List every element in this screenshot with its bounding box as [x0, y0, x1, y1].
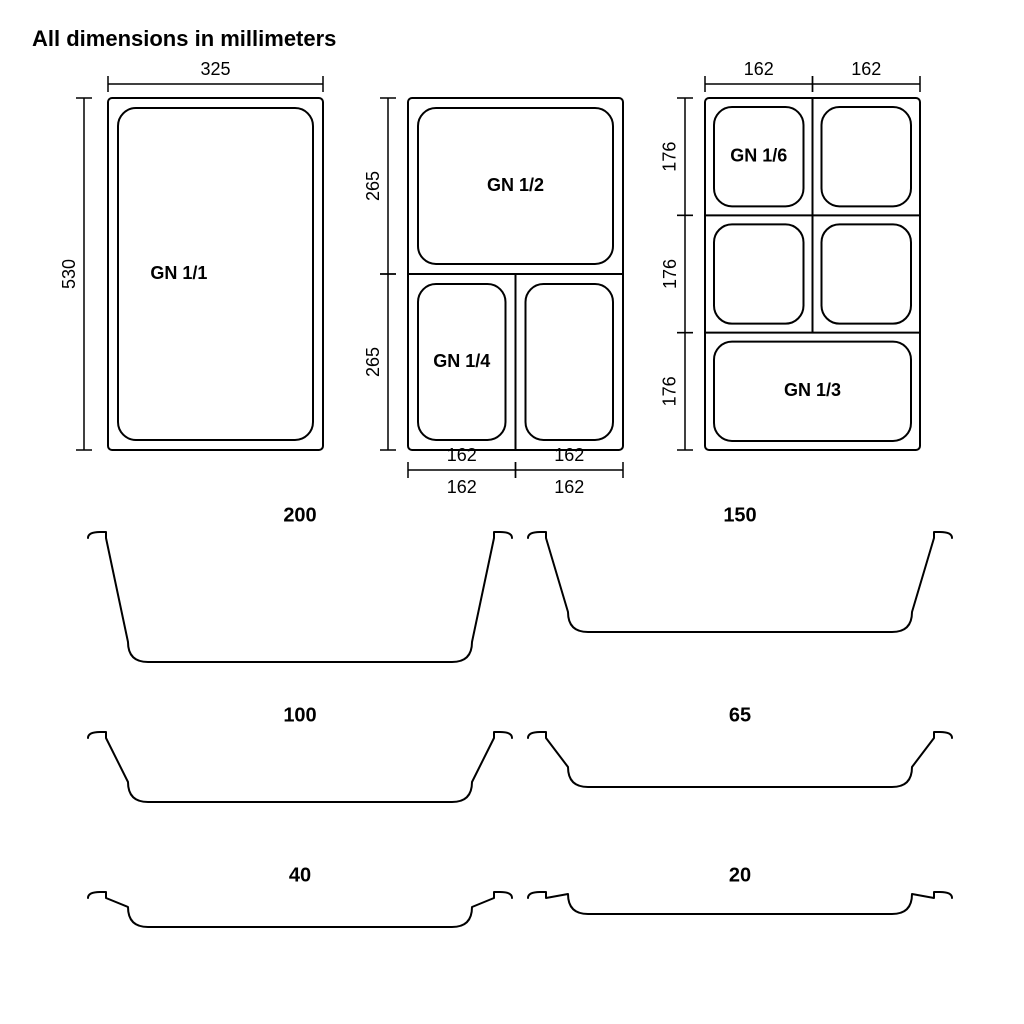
dim-label: 162	[447, 445, 477, 465]
dim-label: 325	[200, 62, 230, 79]
dim-label: 162	[447, 477, 477, 497]
gn12-label: GN 1/2	[487, 175, 544, 195]
pan-profile	[528, 892, 952, 914]
pan-profile	[528, 732, 952, 787]
dim-label: 265	[363, 347, 383, 377]
dim-label: 176	[660, 259, 680, 289]
gn14-label: GN 1/4	[433, 351, 490, 371]
dim-label: 162	[554, 445, 584, 465]
depth-label: 100	[283, 704, 316, 726]
depth-label: 20	[729, 864, 751, 886]
depth-label: 150	[723, 504, 756, 526]
depth-label: 65	[729, 704, 751, 726]
gn11-label: GN 1/1	[150, 263, 207, 283]
dim-label: 176	[660, 142, 680, 172]
dim-label: 265	[363, 171, 383, 201]
depth-label: 200	[283, 504, 316, 526]
pan-profile	[88, 732, 512, 802]
gn16-label: GN 1/6	[730, 145, 787, 165]
dim-label: 162	[851, 62, 881, 79]
dim-label: 162	[554, 477, 584, 497]
depth-label: 40	[289, 864, 311, 886]
pan-profile	[88, 532, 512, 662]
page-title: All dimensions in millimeters	[32, 26, 336, 52]
dim-label: 530	[59, 259, 79, 289]
gn13-label: GN 1/3	[784, 380, 841, 400]
pan-profile	[88, 892, 512, 927]
dim-label: 162	[744, 62, 774, 79]
pan-profile	[528, 532, 952, 632]
diagram-canvas: GN 1/1 325 530 GN 1/2 GN 1/4 265 265 162 162 162 1…	[0, 62, 1024, 1024]
dim-label: 176	[660, 376, 680, 406]
